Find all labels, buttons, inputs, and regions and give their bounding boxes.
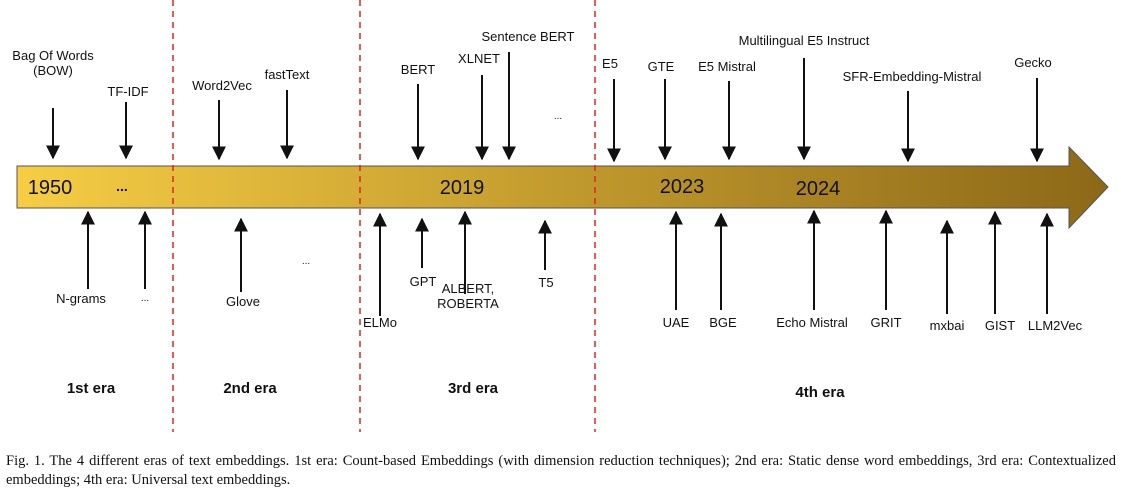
figure-caption: Fig. 1. The 4 different eras of text emb…: [6, 453, 1116, 488]
below-label-t5: T5: [538, 275, 553, 290]
above-label-gecko: Gecko: [1014, 55, 1052, 70]
below-label-llm2vec: LLM2Vec: [1028, 318, 1083, 333]
era-label-3rd: 3rd era: [448, 380, 499, 397]
year-label-2019: 2019: [440, 177, 485, 199]
below-label-gist: GIST: [985, 318, 1015, 333]
below-label-albert-roberta: ALBERT, ROBERTA: [437, 281, 499, 311]
above-label-tf-idf: TF-IDF: [107, 84, 148, 99]
above-label-fasttext: fastText: [265, 67, 310, 82]
above-label-word2vec: Word2Vec: [192, 78, 252, 93]
above-label-xlnet: XLNET: [458, 51, 500, 66]
below-label-bge: BGE: [709, 315, 737, 330]
above-label-bert: BERT: [401, 62, 435, 77]
year-label-2023: 2023: [660, 176, 705, 198]
below-label-ellipsis: ...: [302, 256, 310, 267]
below-label-mxbai: mxbai: [930, 318, 965, 333]
below-label-glove: Glove: [226, 294, 260, 309]
below-label-uae: UAE: [663, 315, 690, 330]
model-labels-above: Bag Of Words (BOW) TF-IDF Word2Vec fastText B…: [12, 29, 1052, 163]
year-label-ellipsis: ...: [116, 178, 128, 194]
above-label-ellipsis: ...: [554, 111, 562, 122]
below-label-echo-mistral: Echo Mistral: [776, 315, 848, 330]
text-embedding-timeline: 1950 ... 2019 2023 2024 1st era 2nd era …: [12, 0, 1109, 432]
above-label-bag-of-words-bow: Bag Of Words (BOW): [12, 48, 94, 78]
below-label-gpt: GPT: [410, 274, 437, 289]
era-label-2nd: 2nd era: [223, 380, 277, 397]
below-label-ellipsis: ...: [141, 293, 149, 304]
era-label-1st: 1st era: [67, 380, 116, 397]
above-label-e5: E5: [602, 56, 618, 71]
above-label-gte: GTE: [648, 59, 675, 74]
above-label-sfr-embedding-mistral: SFR-Embedding-Mistral: [843, 69, 982, 84]
timeline-arrow: [16, 145, 1109, 230]
below-label-elmo: ELMo: [363, 315, 397, 330]
model-labels-below: N-grams... Glove... ELMo GPT ALBERT, ROBERTA T…: [56, 209, 1083, 333]
below-label-grit: GRIT: [870, 315, 901, 330]
year-label-1950: 1950: [28, 177, 73, 199]
below-label-n-grams: N-grams: [56, 291, 106, 306]
above-label-sentence-bert: Sentence BERT: [482, 29, 575, 44]
above-label-multilingual-e5-instruct: Multilingual E5 Instruct: [739, 33, 870, 48]
above-label-e5-mistral: E5 Mistral: [698, 59, 756, 74]
era-label-4th: 4th era: [795, 384, 845, 401]
year-label-2024: 2024: [796, 178, 841, 200]
